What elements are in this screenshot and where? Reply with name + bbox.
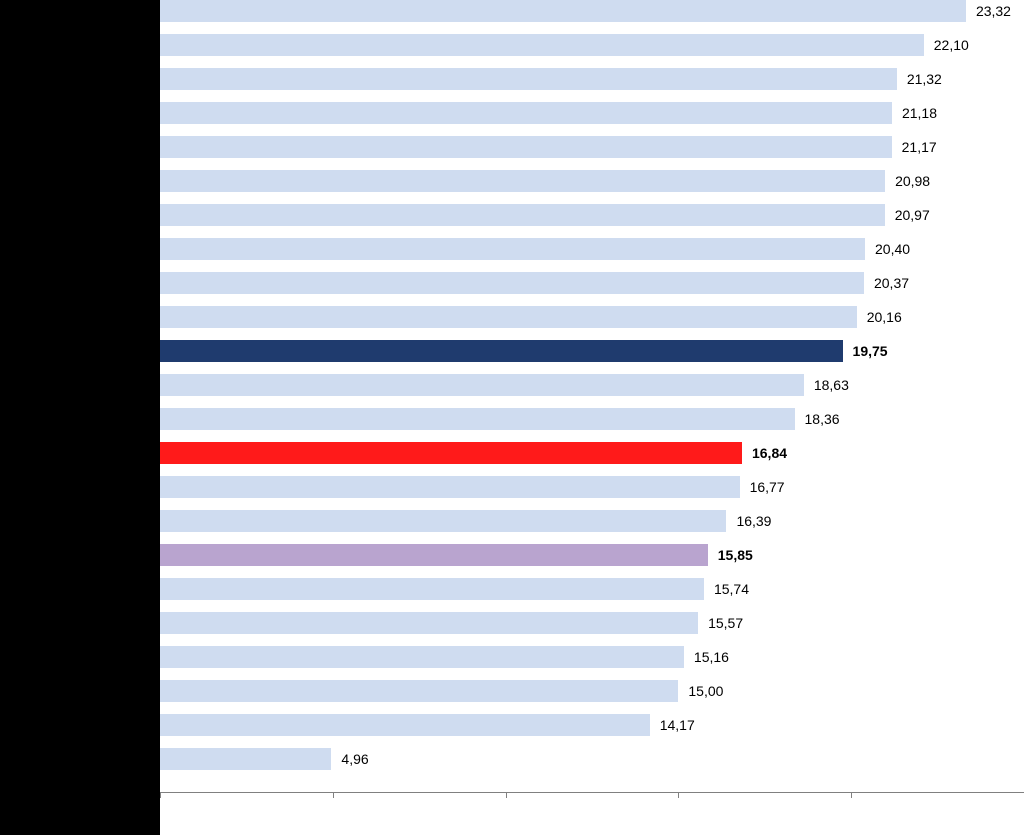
bar-row: 21,17 [160,136,1024,158]
bar-value-label: 21,32 [907,71,942,87]
bar-row: 16,77 [160,476,1024,498]
bar [160,578,704,600]
bar-row: 20,16 [160,306,1024,328]
x-axis-tick [851,792,852,798]
bar-value-label: 23,32 [976,3,1011,19]
bar-value-label: 19,75 [853,343,888,359]
bar-row: 16,84 [160,442,1024,464]
bar-value-label: 21,18 [902,105,937,121]
x-axis-tick [160,792,161,798]
bar-row: 20,40 [160,238,1024,260]
bar-value-label: 22,10 [934,37,969,53]
bar [160,408,795,430]
x-axis-tick [506,792,507,798]
bar-value-label: 18,63 [814,377,849,393]
x-axis-line [160,792,1024,793]
bar [160,0,966,22]
bar [160,68,897,90]
bar-row: 20,37 [160,272,1024,294]
bar [160,646,684,668]
bar-row: 15,74 [160,578,1024,600]
bar-value-label: 15,85 [718,547,753,563]
bar [160,510,726,532]
bar [160,204,885,226]
bar [160,714,650,736]
bar-value-label: 14,17 [660,717,695,733]
bar [160,136,892,158]
bar-row: 16,39 [160,510,1024,532]
bar-value-label: 20,40 [875,241,910,257]
bar [160,374,804,396]
bar-value-label: 15,57 [708,615,743,631]
bar-value-label: 20,97 [895,207,930,223]
bar-value-label: 18,36 [805,411,840,427]
bar-row: 18,63 [160,374,1024,396]
bar-value-label: 15,00 [688,683,723,699]
bar [160,476,740,498]
bar-row: 21,18 [160,102,1024,124]
x-axis-tick [333,792,334,798]
bar-row: 20,98 [160,170,1024,192]
bar [160,272,864,294]
bar-row: 21,32 [160,68,1024,90]
left-mask [0,0,160,835]
bar-value-label: 20,16 [867,309,902,325]
bar-row: 4,96 [160,748,1024,770]
bar [160,102,892,124]
bar-value-label: 15,74 [714,581,749,597]
bar-row: 22,10 [160,34,1024,56]
bar-row: 18,36 [160,408,1024,430]
bar-row: 20,97 [160,204,1024,226]
bar [160,34,924,56]
bar-value-label: 16,39 [736,513,771,529]
bar-value-label: 16,77 [750,479,785,495]
bar-row: 19,75 [160,340,1024,362]
bar [160,612,698,634]
bar [160,442,742,464]
bar-value-label: 20,37 [874,275,909,291]
bar [160,340,843,362]
bar-row: 15,16 [160,646,1024,668]
bar-row: 15,57 [160,612,1024,634]
bar [160,306,857,328]
bar-value-label: 20,98 [895,173,930,189]
bar [160,544,708,566]
bar [160,170,885,192]
bar [160,680,678,702]
bar-value-label: 21,17 [902,139,937,155]
chart-area: 23,32 22,10 21,32 21,18 21,17 20,98 20,97 20,40… [0,0,1024,835]
bar-row: 15,85 [160,544,1024,566]
bar-value-label: 4,96 [341,751,368,767]
bar-chart-plot: 23,32 22,10 21,32 21,18 21,17 20,98 20,97 20,40… [160,0,1024,835]
x-axis-tick [678,792,679,798]
bar [160,748,331,770]
bar-row: 23,32 [160,0,1024,22]
bar [160,238,865,260]
bar-value-label: 15,16 [694,649,729,665]
bar-value-label: 16,84 [752,445,787,461]
bar-row: 15,00 [160,680,1024,702]
bar-row: 14,17 [160,714,1024,736]
